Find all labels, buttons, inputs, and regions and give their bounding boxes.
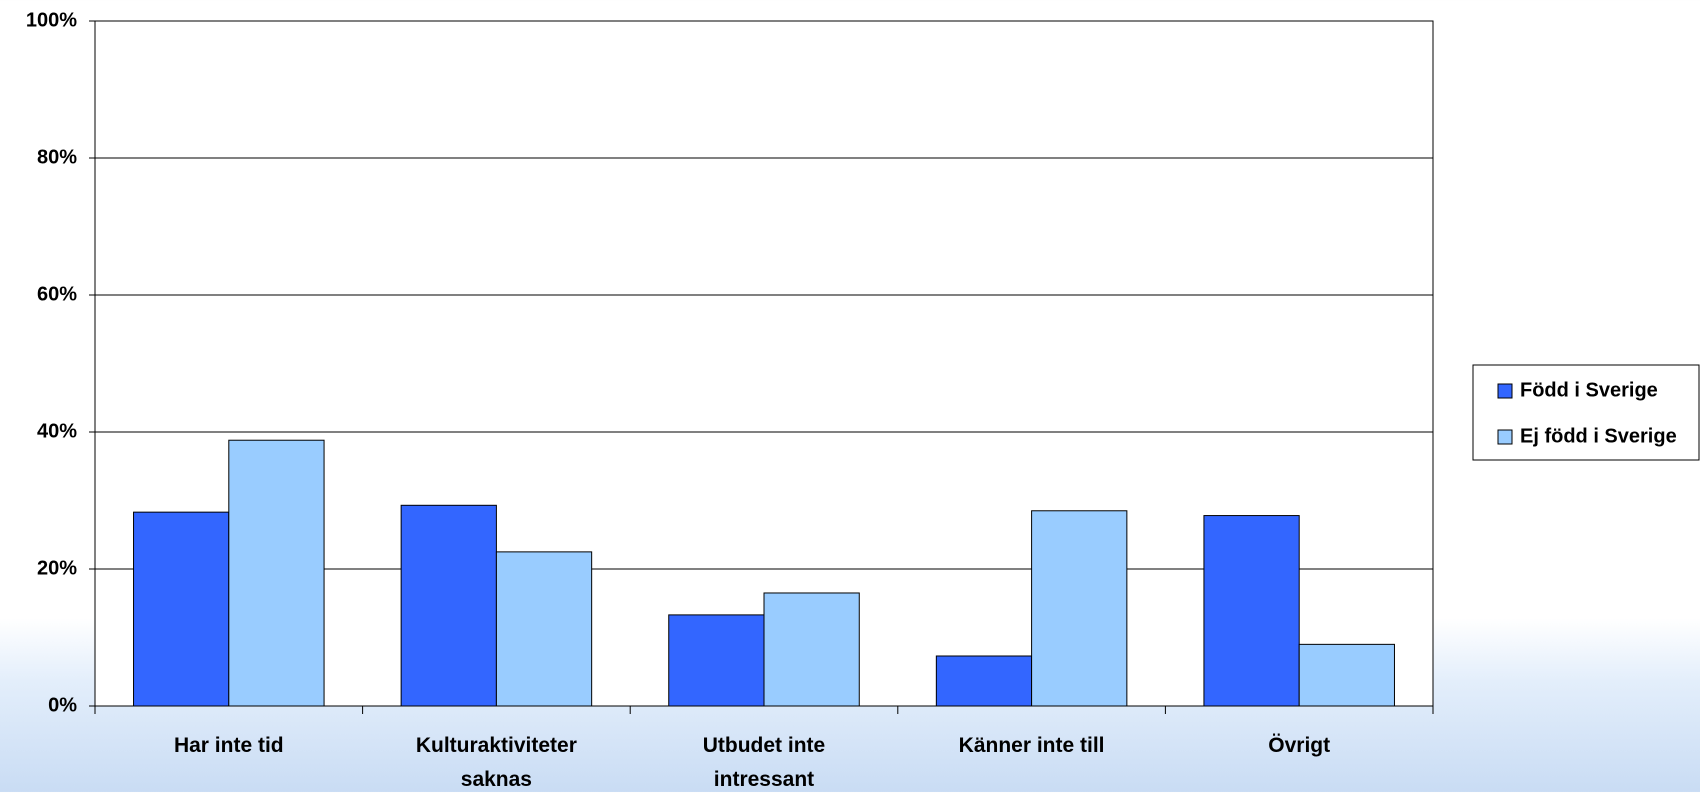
x-tick-label: Känner inte till (958, 734, 1105, 757)
y-tick-label: 100% (26, 9, 77, 31)
x-tick-label: Har inte tid (173, 734, 284, 757)
legend-label: Ej född i Sverige (1520, 425, 1677, 447)
bar (935, 655, 1033, 707)
x-tick-label: Utbudet inte intressant (702, 734, 826, 791)
y-tick-label: 40% (37, 420, 77, 442)
y-tick-label: 60% (37, 283, 77, 305)
y-tick-label: 0% (48, 694, 77, 716)
y-tick-label: 20% (37, 557, 77, 579)
x-tick-label: Kulturaktiviteter saknas (415, 734, 577, 791)
x-tick-label: Övrigt (1268, 734, 1331, 757)
bar (1298, 643, 1395, 707)
bar (400, 504, 497, 707)
bar (1203, 515, 1300, 707)
bar (495, 551, 593, 707)
y-tick-label: 80% (37, 146, 77, 168)
bar (763, 592, 860, 707)
bar (228, 439, 325, 707)
legend-swatch (1497, 429, 1513, 445)
bar (133, 511, 230, 707)
bar (1031, 510, 1128, 707)
bar (668, 614, 765, 707)
legend-swatch (1497, 383, 1513, 399)
legend-label: Född i Sverige (1520, 379, 1658, 401)
